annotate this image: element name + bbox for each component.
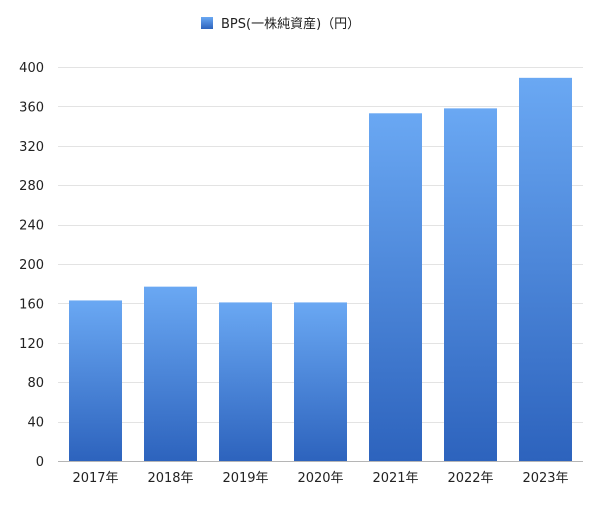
y-tick-label: 120 xyxy=(19,337,44,352)
x-axis-ticks: 2017年 2018年 2019年 2020年 2021年 2022年 2023年 xyxy=(72,471,568,486)
y-tick-label: 320 xyxy=(19,140,44,155)
x-tick-label: 2019年 xyxy=(222,471,268,486)
y-tick-label: 280 xyxy=(19,179,44,194)
bar-2018年 xyxy=(144,286,197,461)
x-tick-label: 2023年 xyxy=(522,471,568,486)
y-tick-label: 80 xyxy=(27,376,44,391)
y-tick-label: 160 xyxy=(19,297,44,312)
bar-2019年 xyxy=(219,302,272,461)
bar-2020年 xyxy=(294,302,347,461)
y-tick-label: 200 xyxy=(19,258,44,273)
y-tick-label: 240 xyxy=(19,219,44,234)
bars xyxy=(69,77,572,462)
chart-legend: BPS(一株純資産)（円） xyxy=(201,16,360,32)
y-tick-label: 360 xyxy=(19,100,44,115)
x-tick-label: 2022年 xyxy=(447,471,493,486)
x-tick-label: 2018年 xyxy=(147,471,193,486)
y-tick-label: 0 xyxy=(36,455,44,470)
y-axis-ticks: 0 40 80 120 160 200 240 280 320 360 400 xyxy=(19,61,44,470)
y-tick-label: 400 xyxy=(19,61,44,76)
bar-2017年 xyxy=(69,300,122,461)
legend-swatch xyxy=(201,17,213,29)
bar-2021年 xyxy=(369,113,422,462)
bar-2023年 xyxy=(519,77,572,462)
legend-label: BPS(一株純資産)（円） xyxy=(221,16,360,32)
x-tick-label: 2020年 xyxy=(297,471,343,486)
bar-2022年 xyxy=(444,108,497,462)
x-tick-label: 2021年 xyxy=(372,471,418,486)
y-tick-label: 40 xyxy=(27,416,44,431)
x-tick-label: 2017年 xyxy=(72,471,118,486)
